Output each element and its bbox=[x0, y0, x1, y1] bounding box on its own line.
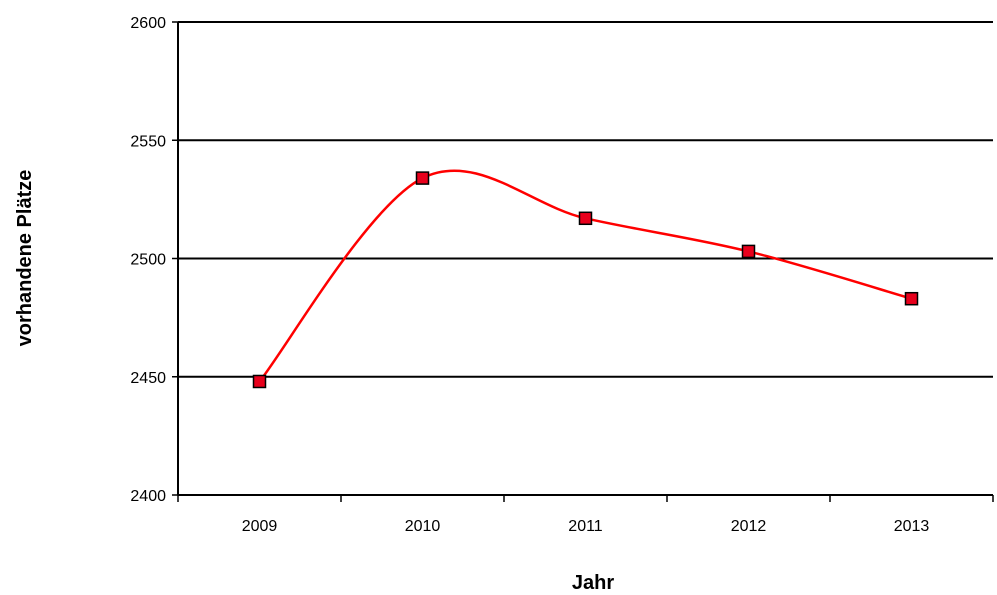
series-layer bbox=[252, 169, 919, 389]
axes bbox=[172, 21, 994, 502]
y-tick-label: 2600 bbox=[130, 15, 166, 32]
data-point-2010 bbox=[415, 171, 430, 185]
y-tick-label: 2550 bbox=[130, 133, 166, 150]
y-tick-label: 2450 bbox=[130, 370, 166, 387]
x-tick-labels: 2009 2010 2011 2012 2013 bbox=[242, 518, 930, 535]
x-tick-label-2012: 2012 bbox=[731, 518, 767, 535]
y-axis-title: vorhandene Plätze bbox=[14, 170, 36, 347]
x-tick-label-2013: 2013 bbox=[894, 518, 930, 535]
data-point-2009 bbox=[252, 374, 267, 389]
data-point-2012 bbox=[741, 244, 756, 259]
data-point-2011 bbox=[578, 211, 593, 226]
x-tick-label-2010: 2010 bbox=[405, 518, 441, 535]
x-axis-title: Jahr bbox=[572, 572, 614, 594]
data-point-2013 bbox=[904, 291, 919, 306]
series-line-0 bbox=[258, 169, 912, 383]
y-tick-labels: 2400 2450 2500 2550 2600 bbox=[130, 15, 166, 505]
y-tick-label: 2400 bbox=[130, 488, 166, 505]
x-tick-label-2011: 2011 bbox=[568, 518, 603, 535]
x-tick-label-2009: 2009 bbox=[242, 518, 278, 535]
gridlines bbox=[178, 21, 993, 496]
y-tick-label: 2500 bbox=[130, 252, 166, 269]
